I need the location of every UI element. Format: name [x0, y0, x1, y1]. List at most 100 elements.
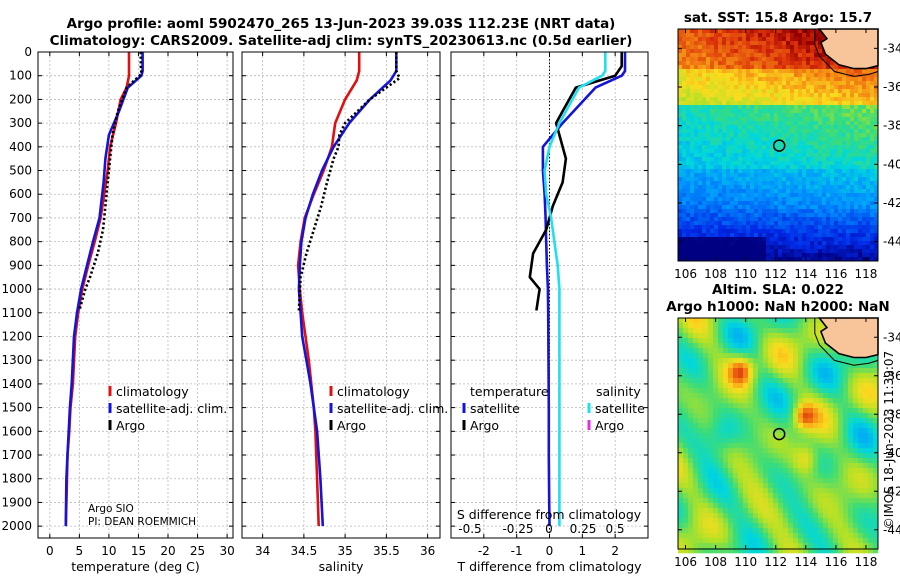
heatmap-cell	[782, 209, 787, 214]
heatmap-cell	[786, 101, 791, 106]
heatmap-cell	[846, 101, 851, 106]
heatmap-cell	[726, 113, 731, 118]
heatmap-cell	[768, 513, 774, 519]
heatmap-cell	[682, 105, 687, 110]
heatmap-cell	[728, 413, 734, 419]
heatmap-cell	[758, 253, 763, 258]
heatmap-cell	[806, 45, 811, 50]
heatmap-cell	[686, 105, 691, 110]
heatmap-cell	[718, 65, 723, 70]
heatmap-cell	[708, 318, 714, 324]
heatmap-cell	[794, 201, 799, 206]
heatmap-cell	[730, 73, 735, 78]
heatmap-cell	[754, 249, 759, 254]
heatmap-cell	[858, 225, 863, 230]
heatmap-cell	[758, 61, 763, 66]
heatmap-cell	[693, 428, 699, 434]
heatmap-cell	[788, 508, 794, 514]
heatmap-cell	[753, 518, 759, 524]
heatmap-cell	[748, 428, 754, 434]
heatmap-cell	[703, 468, 709, 474]
heatmap-cell	[818, 197, 823, 202]
heatmap-cell	[783, 473, 789, 479]
heatmap-cell	[770, 93, 775, 98]
heatmap-cell	[754, 149, 759, 154]
heatmap-cell	[850, 173, 855, 178]
heatmap-cell	[793, 403, 799, 409]
heatmap-cell	[850, 97, 855, 102]
heatmap-cell	[738, 157, 743, 162]
heatmap-cell	[746, 225, 751, 230]
heatmap-cell	[746, 209, 751, 214]
heatmap-cell	[714, 193, 719, 198]
heatmap-cell	[823, 433, 829, 439]
heatmap-cell	[702, 161, 707, 166]
heatmap-cell	[814, 85, 819, 90]
heatmap-cell	[678, 77, 683, 82]
heatmap-cell	[750, 141, 755, 146]
heatmap-cell	[813, 403, 819, 409]
heatmap-cell	[738, 213, 743, 218]
heatmap-cell	[678, 478, 684, 484]
heatmap-cell	[814, 165, 819, 170]
heatmap-cell	[868, 483, 874, 489]
heatmap-cell	[850, 225, 855, 230]
heatmap-cell	[733, 493, 739, 499]
heatmap-cell	[874, 101, 879, 106]
heatmap-cell	[708, 448, 714, 454]
heatmap-cell	[806, 109, 811, 114]
heatmap-cell	[798, 193, 803, 198]
heatmap-cell	[762, 141, 767, 146]
heatmap-cell	[758, 157, 763, 162]
heatmap-cell	[858, 77, 863, 82]
heatmap-cell	[758, 343, 764, 349]
heatmap-cell	[798, 488, 804, 494]
heatmap-cell	[710, 57, 715, 62]
heatmap-cell	[774, 229, 779, 234]
heatmap-cell	[833, 418, 839, 424]
heatmap-cell	[798, 333, 804, 339]
heatmap-cell	[863, 438, 869, 444]
heatmap-cell	[870, 85, 875, 90]
heatmap-cell	[693, 333, 699, 339]
heatmap-cell	[698, 493, 704, 499]
heatmap-cell	[730, 65, 735, 70]
heatmap-cell	[702, 89, 707, 94]
heatmap-cell	[842, 129, 847, 134]
heatmap-cell	[690, 81, 695, 86]
heatmap-cell	[873, 418, 879, 424]
heatmap-cell	[750, 145, 755, 150]
heatmap-cell	[793, 438, 799, 444]
heatmap-cell	[770, 89, 775, 94]
heatmap-cell	[768, 493, 774, 499]
heatmap-cell	[714, 201, 719, 206]
heatmap-cell	[722, 221, 727, 226]
lat-tick-label: -42	[883, 196, 900, 210]
heatmap-cell	[793, 508, 799, 514]
heatmap-cell	[842, 225, 847, 230]
heatmap-cell	[678, 145, 683, 150]
heatmap-cell	[858, 221, 863, 226]
heatmap-cell	[814, 257, 819, 262]
heatmap-cell	[788, 428, 794, 434]
heatmap-cell	[873, 368, 879, 374]
heatmap-cell	[794, 49, 799, 54]
heatmap-cell	[870, 233, 875, 238]
heatmap-cell	[678, 153, 683, 158]
heatmap-cell	[834, 129, 839, 134]
heatmap-cell	[806, 161, 811, 166]
heatmap-cell	[802, 41, 807, 46]
heatmap-cell	[690, 97, 695, 102]
heatmap-cell	[838, 398, 844, 404]
heatmap-cell	[782, 161, 787, 166]
heatmap-cell	[868, 448, 874, 454]
heatmap-cell	[710, 137, 715, 142]
heatmap-cell	[802, 253, 807, 258]
heatmap-cell	[770, 69, 775, 74]
heatmap-cell	[842, 177, 847, 182]
heatmap-cell	[782, 61, 787, 66]
heatmap-cell	[683, 378, 689, 384]
heatmap-cell	[834, 153, 839, 158]
heatmap-cell	[763, 348, 769, 354]
heatmap-cell	[706, 217, 711, 222]
